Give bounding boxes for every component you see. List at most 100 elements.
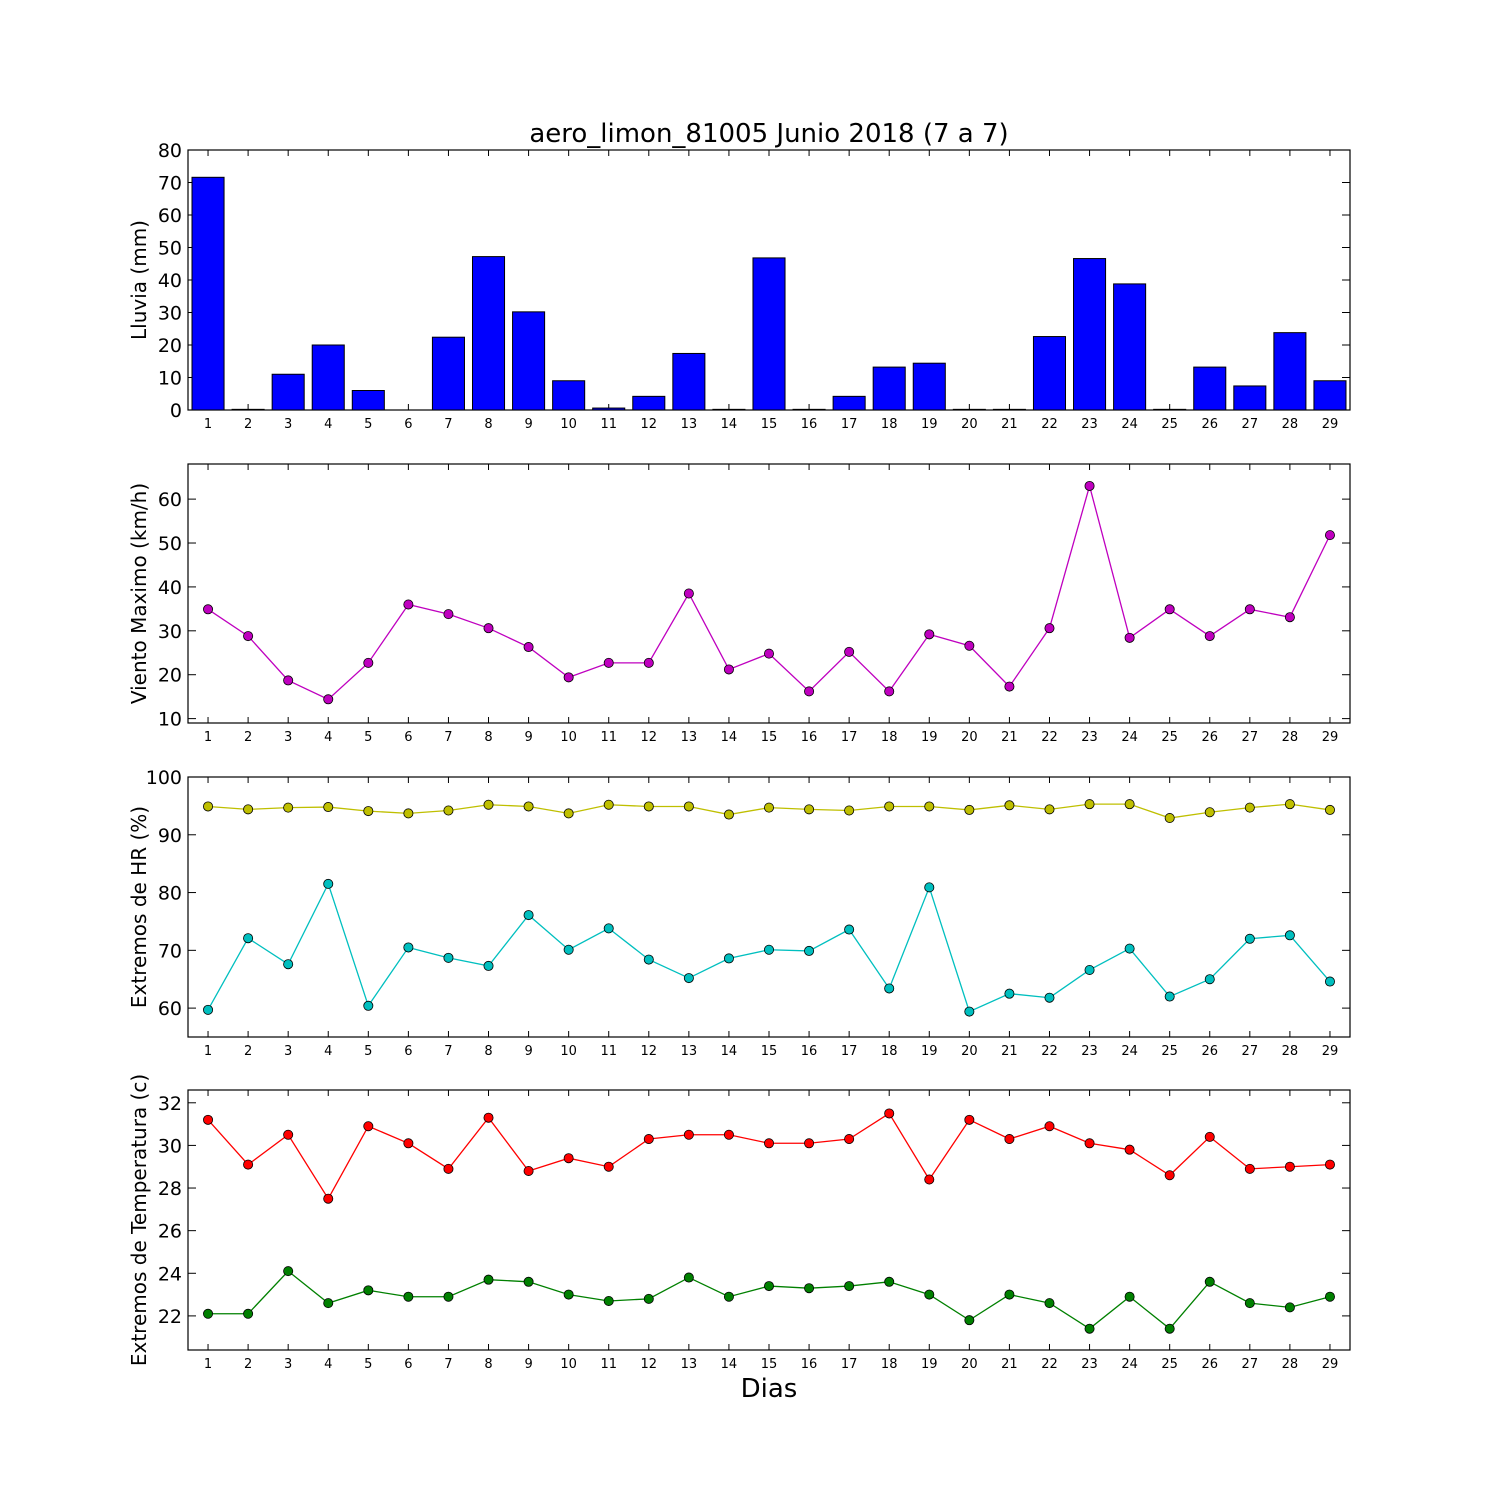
x-tick-label: 4 [324,1044,332,1059]
series-2-point-day-8 [483,960,494,971]
x-tick-label: 27 [1242,730,1259,745]
series-1-point-day-4 [323,1193,334,1204]
bar-day-23 [1073,258,1107,411]
x-tick-label: 3 [284,417,292,432]
series-1-point-day-12 [643,1134,654,1145]
series-1-point-day-14 [723,1129,734,1140]
x-tick-label: 11 [600,417,617,432]
series-line-2 [208,1270,1331,1330]
x-tick-label: 20 [961,1044,978,1059]
y-tick-label: 10 [158,368,182,390]
x-tick-label: 1 [204,417,212,432]
x-tick-label: 12 [641,417,658,432]
x-axis-label: Dias [741,1374,798,1404]
x-tick-label: 19 [921,1357,938,1372]
series-1-point-day-14 [723,664,734,675]
x-tick-label: 8 [484,1044,492,1059]
x-tick-label: 5 [364,1044,372,1059]
x-tick-label: 12 [641,730,658,745]
x-tick-label: 9 [524,1357,532,1372]
series-2-point-day-17 [844,924,855,935]
series-2-point-day-26 [1204,974,1215,985]
x-tick-label: 27 [1242,1357,1259,1372]
y-tick-label: 80 [158,883,182,905]
series-2-point-day-22 [1044,1298,1055,1309]
series-1-point-day-4 [323,694,334,705]
series-2-point-day-6 [403,1291,414,1302]
x-tick-label: 28 [1282,417,1299,432]
x-tick-label: 18 [881,417,898,432]
x-tick-label: 23 [1081,417,1098,432]
x-tick-label: 24 [1121,417,1138,432]
bar-day-13 [672,352,706,411]
x-tick-label: 15 [761,417,778,432]
x-tick-label: 26 [1201,1357,1218,1372]
x-tick-label: 1 [204,730,212,745]
x-tick-label: 16 [801,417,818,432]
series-1-point-day-5 [363,1121,374,1132]
y-tick-label: 70 [158,173,182,195]
series-2-point-day-24 [1124,1291,1135,1302]
x-tick-label: 9 [524,730,532,745]
series-2-point-day-1 [203,1004,214,1015]
y-tick-label: 60 [158,205,182,227]
x-tick-label: 15 [761,730,778,745]
x-tick-label: 4 [324,730,332,745]
y-axis-label: Extremos de Temperatura (c) [127,1074,151,1366]
series-1-point-day-1 [203,604,214,615]
bar-day-26 [1193,366,1227,411]
x-tick-label: 25 [1161,730,1178,745]
series-1-point-day-20 [964,640,975,651]
series-2-point-day-10 [563,944,574,955]
x-tick-label: 20 [961,417,978,432]
y-axis-label: Lluvia (mm) [127,220,151,340]
series-2-point-day-23 [1084,1323,1095,1334]
y-tick-label: 100 [146,767,182,789]
series-1-point-day-24 [1124,1144,1135,1155]
series-1-point-day-22 [1044,804,1055,815]
series-line-1 [207,483,1331,701]
series-1-point-day-2 [243,1159,254,1170]
x-tick-label: 5 [364,417,372,432]
series-2-point-day-4 [323,878,334,889]
series-1-point-day-19 [924,801,935,812]
series-1-point-day-13 [683,1129,694,1140]
x-tick-label: 11 [600,1044,617,1059]
series-2-point-day-27 [1244,1298,1255,1309]
series-2-point-day-18 [884,983,895,994]
series-2-point-day-21 [1004,1289,1015,1300]
series-2-point-day-22 [1044,992,1055,1003]
x-tick-label: 22 [1041,1357,1058,1372]
series-1-point-day-22 [1044,623,1055,634]
series-1-point-day-28 [1284,612,1295,623]
x-tick-label: 18 [881,1357,898,1372]
x-tick-label: 6 [404,730,412,745]
series-1-point-day-25 [1164,813,1175,824]
series-1-point-day-12 [643,801,654,812]
x-tick-label: 23 [1081,1044,1098,1059]
x-tick-label: 16 [801,1044,818,1059]
series-1-point-day-1 [203,1114,214,1125]
series-1-point-day-3 [283,1129,294,1140]
series-1-point-day-9 [523,801,534,812]
y-tick-label: 70 [158,940,182,962]
bar-day-19 [912,362,946,411]
bar-day-25 [1153,408,1187,411]
series-1-point-day-16 [804,1138,815,1149]
x-tick-label: 12 [641,1044,658,1059]
x-tick-label: 26 [1201,1044,1218,1059]
x-tick-label: 7 [444,730,452,745]
series-2-point-day-12 [643,954,654,965]
y-tick-label: 50 [158,238,182,260]
bar-day-1 [191,176,225,411]
series-2-point-day-26 [1204,1276,1215,1287]
series-1-point-day-1 [203,801,214,812]
x-tick-label: 17 [841,1044,858,1059]
series-1-point-day-24 [1124,632,1135,643]
series-2-point-day-7 [443,952,454,963]
bar-day-27 [1233,385,1267,411]
y-tick-label: 50 [158,533,182,555]
